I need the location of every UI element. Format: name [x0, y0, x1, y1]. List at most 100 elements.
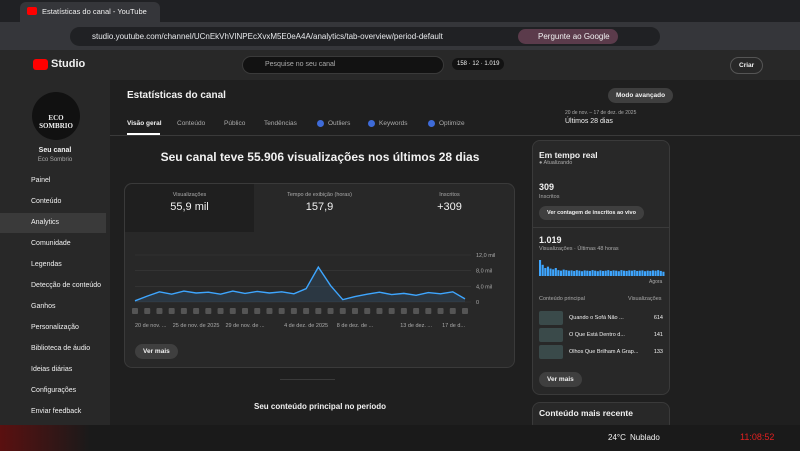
views-col-label: Visualizações	[628, 296, 662, 302]
video-marker	[254, 308, 261, 314]
nav-item[interactable]: Biblioteca de áudio	[31, 345, 91, 352]
hourly-bar	[565, 270, 568, 276]
video-views: 614	[653, 315, 663, 321]
y-tick-label: 8,0 mil	[476, 269, 492, 275]
video-marker	[400, 308, 407, 314]
video-marker	[303, 308, 310, 314]
nav-item[interactable]: Conteúdo	[31, 198, 62, 205]
nav-item[interactable]: Ganhos	[31, 303, 56, 310]
headline: Seu canal teve 55.906 visualizações nos …	[160, 150, 480, 164]
video-marker	[425, 308, 432, 314]
search[interactable]: Pesquise no seu canal	[242, 56, 444, 74]
y-tick-label: 0	[476, 300, 479, 306]
views: 1.019	[539, 235, 562, 245]
nav-item[interactable]: Comunidade	[31, 240, 71, 247]
nav-item[interactable]: Detecção de conteúdo	[31, 282, 102, 289]
subscribers-label: Inscritos	[539, 194, 560, 200]
taskbar	[0, 425, 800, 451]
tab[interactable]: Público	[224, 120, 246, 127]
tab[interactable]: Tendências	[264, 120, 297, 127]
hourly-bar	[544, 268, 547, 276]
nav-item[interactable]: Personalização	[31, 324, 79, 331]
nav-item[interactable]: Painel	[31, 177, 51, 184]
x-tick-label: 8 de dez. de ...	[337, 323, 374, 329]
hourly-bar	[651, 270, 654, 276]
video-marker	[132, 308, 138, 314]
video-title[interactable]: Quando o Sofá Não ...	[569, 315, 624, 321]
element: Criar	[739, 62, 755, 69]
video-marker	[266, 308, 273, 314]
y-tick-label: 4,0 mil	[476, 284, 492, 290]
video-views: 141	[653, 332, 663, 338]
views-chart: 0 4,0 mil 8,0 mil 12,0 mil 20 de nov. ... 25 …	[132, 253, 495, 329]
realtime-see-more[interactable]: Ver mais	[539, 372, 582, 387]
hourly-bar	[638, 270, 641, 276]
series-line	[134, 265, 466, 302]
hourly-bar	[554, 268, 557, 276]
see-more[interactable]: Ver mais	[135, 344, 178, 359]
element: ECO	[48, 114, 64, 122]
hourly-bar	[646, 270, 649, 276]
video-views: 133	[653, 349, 663, 355]
metric-value: 157,9	[305, 201, 334, 213]
live-count[interactable]: Ver contagem de inscritos ao vivo	[539, 206, 644, 220]
tab-icon	[368, 120, 375, 127]
tab-icon	[317, 120, 324, 127]
hourly-bar	[546, 266, 549, 276]
metric-label: Tempo de exibição (horas)	[287, 192, 352, 198]
nav-item[interactable]: Enviar feedback	[31, 408, 82, 415]
handle	[280, 379, 335, 380]
tab[interactable]: Visão geral	[127, 120, 162, 127]
hourly-bar	[596, 271, 599, 276]
create-button[interactable]: Criar	[730, 57, 764, 74]
hourly-bar	[628, 270, 631, 276]
hourly-bar	[644, 271, 647, 276]
start-art	[0, 425, 90, 451]
ask-google[interactable]: Pergunte ao Google	[518, 29, 618, 44]
nav-item[interactable]: Legendas	[31, 261, 62, 268]
hourly-bar	[620, 270, 623, 276]
channel-label: Seu canal	[38, 147, 72, 154]
hourly-bar	[602, 270, 605, 276]
advanced-mode[interactable]: Modo avançado	[608, 88, 674, 103]
favicon	[27, 7, 37, 15]
avatar: ECO SOMBRIO	[32, 92, 80, 140]
nav-item[interactable]: Analytics	[0, 213, 106, 233]
hourly-bar	[539, 260, 542, 276]
nav-item[interactable]: Ideias diárias	[31, 366, 73, 373]
element: 158	[457, 61, 468, 67]
video-title[interactable]: Olhos Que Brilham A Grap...	[569, 349, 639, 355]
metric-label: Visualizações	[172, 192, 207, 198]
url[interactable]: studio.youtube.com/channel/UCnEkVhVINPEc…	[70, 27, 660, 46]
tab-bar	[0, 0, 800, 22]
tab[interactable]: Conteúdo	[177, 120, 206, 127]
hourly-bar	[599, 270, 602, 276]
video-marker	[364, 308, 371, 314]
hourly-bar	[641, 270, 644, 276]
hourly-bar	[607, 270, 610, 276]
hourly-bar	[549, 268, 552, 276]
video-title[interactable]: O Que Está Dentro d...	[569, 332, 625, 338]
nav-item[interactable]: Configurações	[31, 387, 77, 394]
top-content-title: Seu conteúdo principal no período	[253, 402, 386, 411]
tab[interactable]: Keywords	[379, 120, 408, 127]
video-marker	[193, 308, 200, 314]
element: Estatísticas do canal - YouTube	[42, 7, 147, 16]
metric-value: 55,9 mil	[170, 201, 209, 213]
element: Ver mais	[143, 348, 170, 355]
hourly-bar	[636, 270, 639, 276]
video-marker	[278, 308, 285, 314]
video-marker	[205, 308, 212, 314]
x-tick-label: 20 de nov. ...	[135, 323, 167, 329]
hourly-bar	[657, 270, 660, 276]
element: studio.youtube.com/channel/UCnEkVhVINPEc…	[92, 32, 443, 41]
x-tick-label: 29 de nov. de ...	[225, 323, 265, 329]
tab[interactable]: Outliers	[328, 120, 351, 127]
tab[interactable]: Optimize	[439, 120, 465, 127]
hourly-bar	[562, 269, 565, 276]
browser-tab[interactable]: Estatísticas do canal - YouTube	[20, 2, 160, 22]
video-marker	[413, 308, 420, 314]
hourly-bar	[591, 270, 594, 276]
hourly-bar	[588, 270, 591, 276]
